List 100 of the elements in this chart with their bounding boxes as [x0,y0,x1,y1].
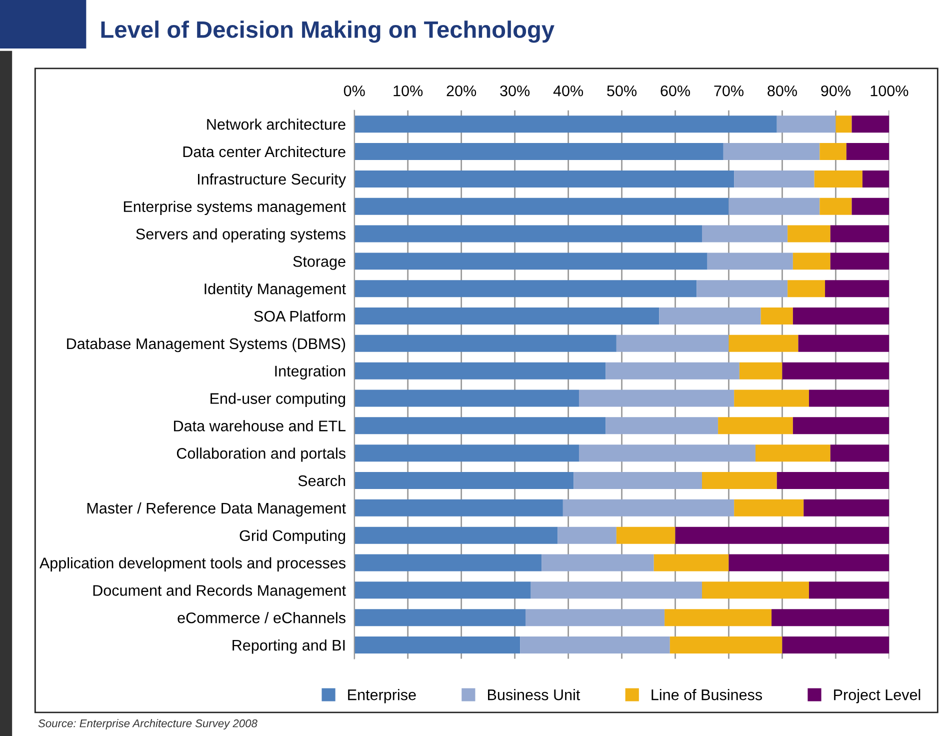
y-tick-label: Data center Architecture [183,146,346,158]
bar [734,499,804,516]
x-tick-label: 10% [394,85,423,96]
y-tick-label: eCommerce / eChannels [178,612,346,624]
legend-label: Enterprise [348,689,416,704]
bar [354,143,724,160]
bar [542,554,654,572]
bar [670,636,782,654]
bar [808,390,890,407]
bar [562,499,734,516]
bar [798,334,890,352]
bar [530,582,702,599]
bar [808,582,890,599]
bar [354,225,702,242]
bar [354,636,520,654]
bar [696,280,788,298]
bar [702,225,788,242]
bar [830,225,890,242]
y-tick-label: Search [298,474,346,486]
bar [862,170,890,188]
bar [354,170,734,188]
bar [792,252,830,270]
bar [606,417,718,434]
source-note: Source: Enterprise Architecture Survey 2008 [38,719,258,730]
bar [578,444,756,462]
x-tick-label: 30% [500,85,530,96]
bar [664,609,772,626]
bar [825,280,890,298]
x-tick-label: 80% [768,85,797,96]
y-tick-label: Master / Reference Data Management [87,502,346,517]
x-tick-label: 0% [344,85,365,96]
bar [354,499,563,516]
y-tick-label: End-user computing [210,392,346,407]
bar [354,554,542,572]
bar [760,308,793,325]
y-tick-label: Collaboration and portals [176,448,346,462]
bar [354,609,526,626]
x-tick-label: 50% [607,85,637,96]
bar [354,444,579,462]
bar [814,170,862,188]
bar [675,526,890,544]
legend-label: Business Unit [488,689,580,700]
y-tick-label: SOA Platform [254,310,346,322]
bar [734,170,814,188]
bar [702,582,809,599]
bar [728,334,798,352]
bar [852,116,890,133]
bar [728,198,820,215]
bar [578,390,734,407]
y-tick-label: Network architecture [207,118,346,130]
y-tick-label: Integration [275,365,346,380]
bar [728,554,890,572]
legend-label: Line of Business [652,689,762,700]
bar [354,390,579,407]
bar [772,609,890,626]
bar [354,582,531,599]
y-tick-label: Data warehouse and ETL [174,420,346,432]
bar [354,198,729,215]
bar [755,444,830,462]
y-tick-label: Reporting and BI [232,639,345,654]
bar [354,334,616,352]
bar [734,390,809,407]
bar [702,472,777,490]
y-tick-label: Grid Computing [240,530,346,544]
bar [558,526,616,544]
bar [354,308,660,325]
bar [830,444,890,462]
y-tick-label: Servers and operating systems [136,228,346,242]
bar [788,280,826,298]
bar [354,116,777,133]
bar [792,417,890,434]
y-tick-label: Storage [293,256,346,270]
x-tick-label: 90% [821,85,850,96]
bar [776,472,890,490]
bar [354,526,558,544]
bar [606,362,740,380]
bar [788,225,830,242]
bar [782,636,890,654]
x-tick-label: 100% [870,85,908,96]
bar [659,308,761,325]
bar [792,308,890,325]
bar [574,472,702,490]
bar [836,116,852,133]
x-tick-label: 40% [553,85,584,96]
bar [723,143,820,160]
bar [354,472,574,490]
bar [616,334,729,352]
y-tick-label: Enterprise systems management [124,200,346,216]
bar [526,609,665,626]
bar [739,362,782,380]
y-tick-label: Database Management Systems (DBMS) [67,338,346,352]
bar [846,143,890,160]
y-tick-label: Identity Management [204,283,346,298]
bar [520,636,670,654]
bar [820,198,852,215]
bar [354,362,606,380]
bar [776,116,836,133]
bar [354,252,708,270]
bar [354,280,697,298]
bar [718,417,793,434]
